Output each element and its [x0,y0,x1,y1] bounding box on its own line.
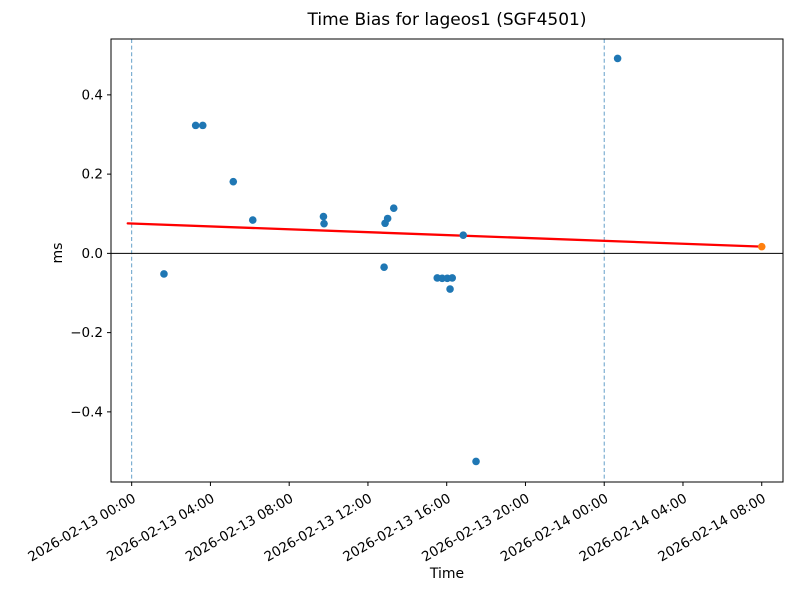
time-bias-point [459,231,468,239]
y-tick-label: −0.2 [70,325,103,341]
time-bias-point [191,121,200,130]
y-tick-label: −0.4 [70,404,103,420]
time-bias-point [319,212,328,221]
latest-point [757,242,766,251]
time-bias-point [383,214,392,223]
time-bias-point [472,457,480,466]
y-tick-label: 0.2 [82,167,103,183]
trend-line [126,222,763,248]
time-bias-point [160,270,168,278]
time-bias-point [248,216,257,224]
time-bias-point [448,274,457,282]
y-tick-label: 0.4 [82,87,103,103]
time-bias-point [380,263,388,272]
x-axis-label: Time [429,566,465,582]
time-bias-point [198,121,207,130]
time-bias-point [389,204,398,212]
chart-title: Time Bias for lageos1 (SGF4501) [307,10,587,30]
time-bias-point [229,177,238,186]
time-bias-point [446,285,454,293]
time-bias-point [320,219,328,228]
y-tick-label: 0.0 [82,246,103,262]
y-axis-label: ms [50,242,66,264]
plot-border [110,38,784,483]
time-bias-point [613,54,622,63]
